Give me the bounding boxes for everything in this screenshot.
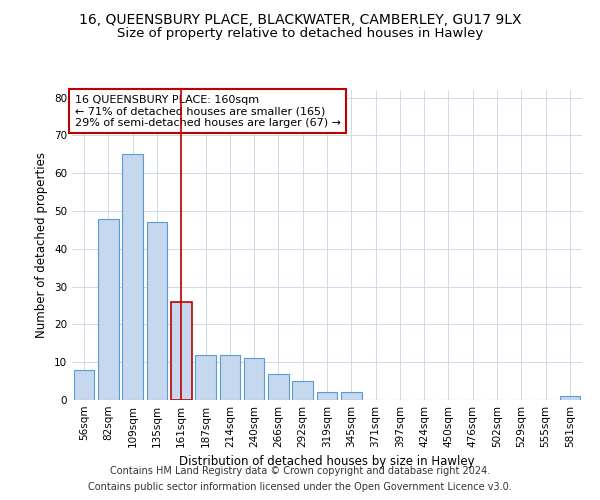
Bar <box>146 222 167 400</box>
Bar <box>560 396 580 400</box>
Y-axis label: Number of detached properties: Number of detached properties <box>35 152 49 338</box>
Text: Contains HM Land Registry data © Crown copyright and database right 2024.: Contains HM Land Registry data © Crown c… <box>110 466 490 476</box>
Bar <box>195 354 216 400</box>
Text: Size of property relative to detached houses in Hawley: Size of property relative to detached ho… <box>117 28 483 40</box>
Bar <box>244 358 265 400</box>
Text: 16 QUEENSBURY PLACE: 160sqm
← 71% of detached houses are smaller (165)
29% of se: 16 QUEENSBURY PLACE: 160sqm ← 71% of det… <box>74 94 341 128</box>
Bar <box>268 374 289 400</box>
Bar <box>74 370 94 400</box>
X-axis label: Distribution of detached houses by size in Hawley: Distribution of detached houses by size … <box>179 456 475 468</box>
Text: Contains public sector information licensed under the Open Government Licence v3: Contains public sector information licen… <box>88 482 512 492</box>
Bar <box>122 154 143 400</box>
Bar <box>171 302 191 400</box>
Bar <box>292 381 313 400</box>
Bar <box>98 218 119 400</box>
Bar <box>317 392 337 400</box>
Bar <box>341 392 362 400</box>
Text: 16, QUEENSBURY PLACE, BLACKWATER, CAMBERLEY, GU17 9LX: 16, QUEENSBURY PLACE, BLACKWATER, CAMBER… <box>79 12 521 26</box>
Bar <box>220 354 240 400</box>
